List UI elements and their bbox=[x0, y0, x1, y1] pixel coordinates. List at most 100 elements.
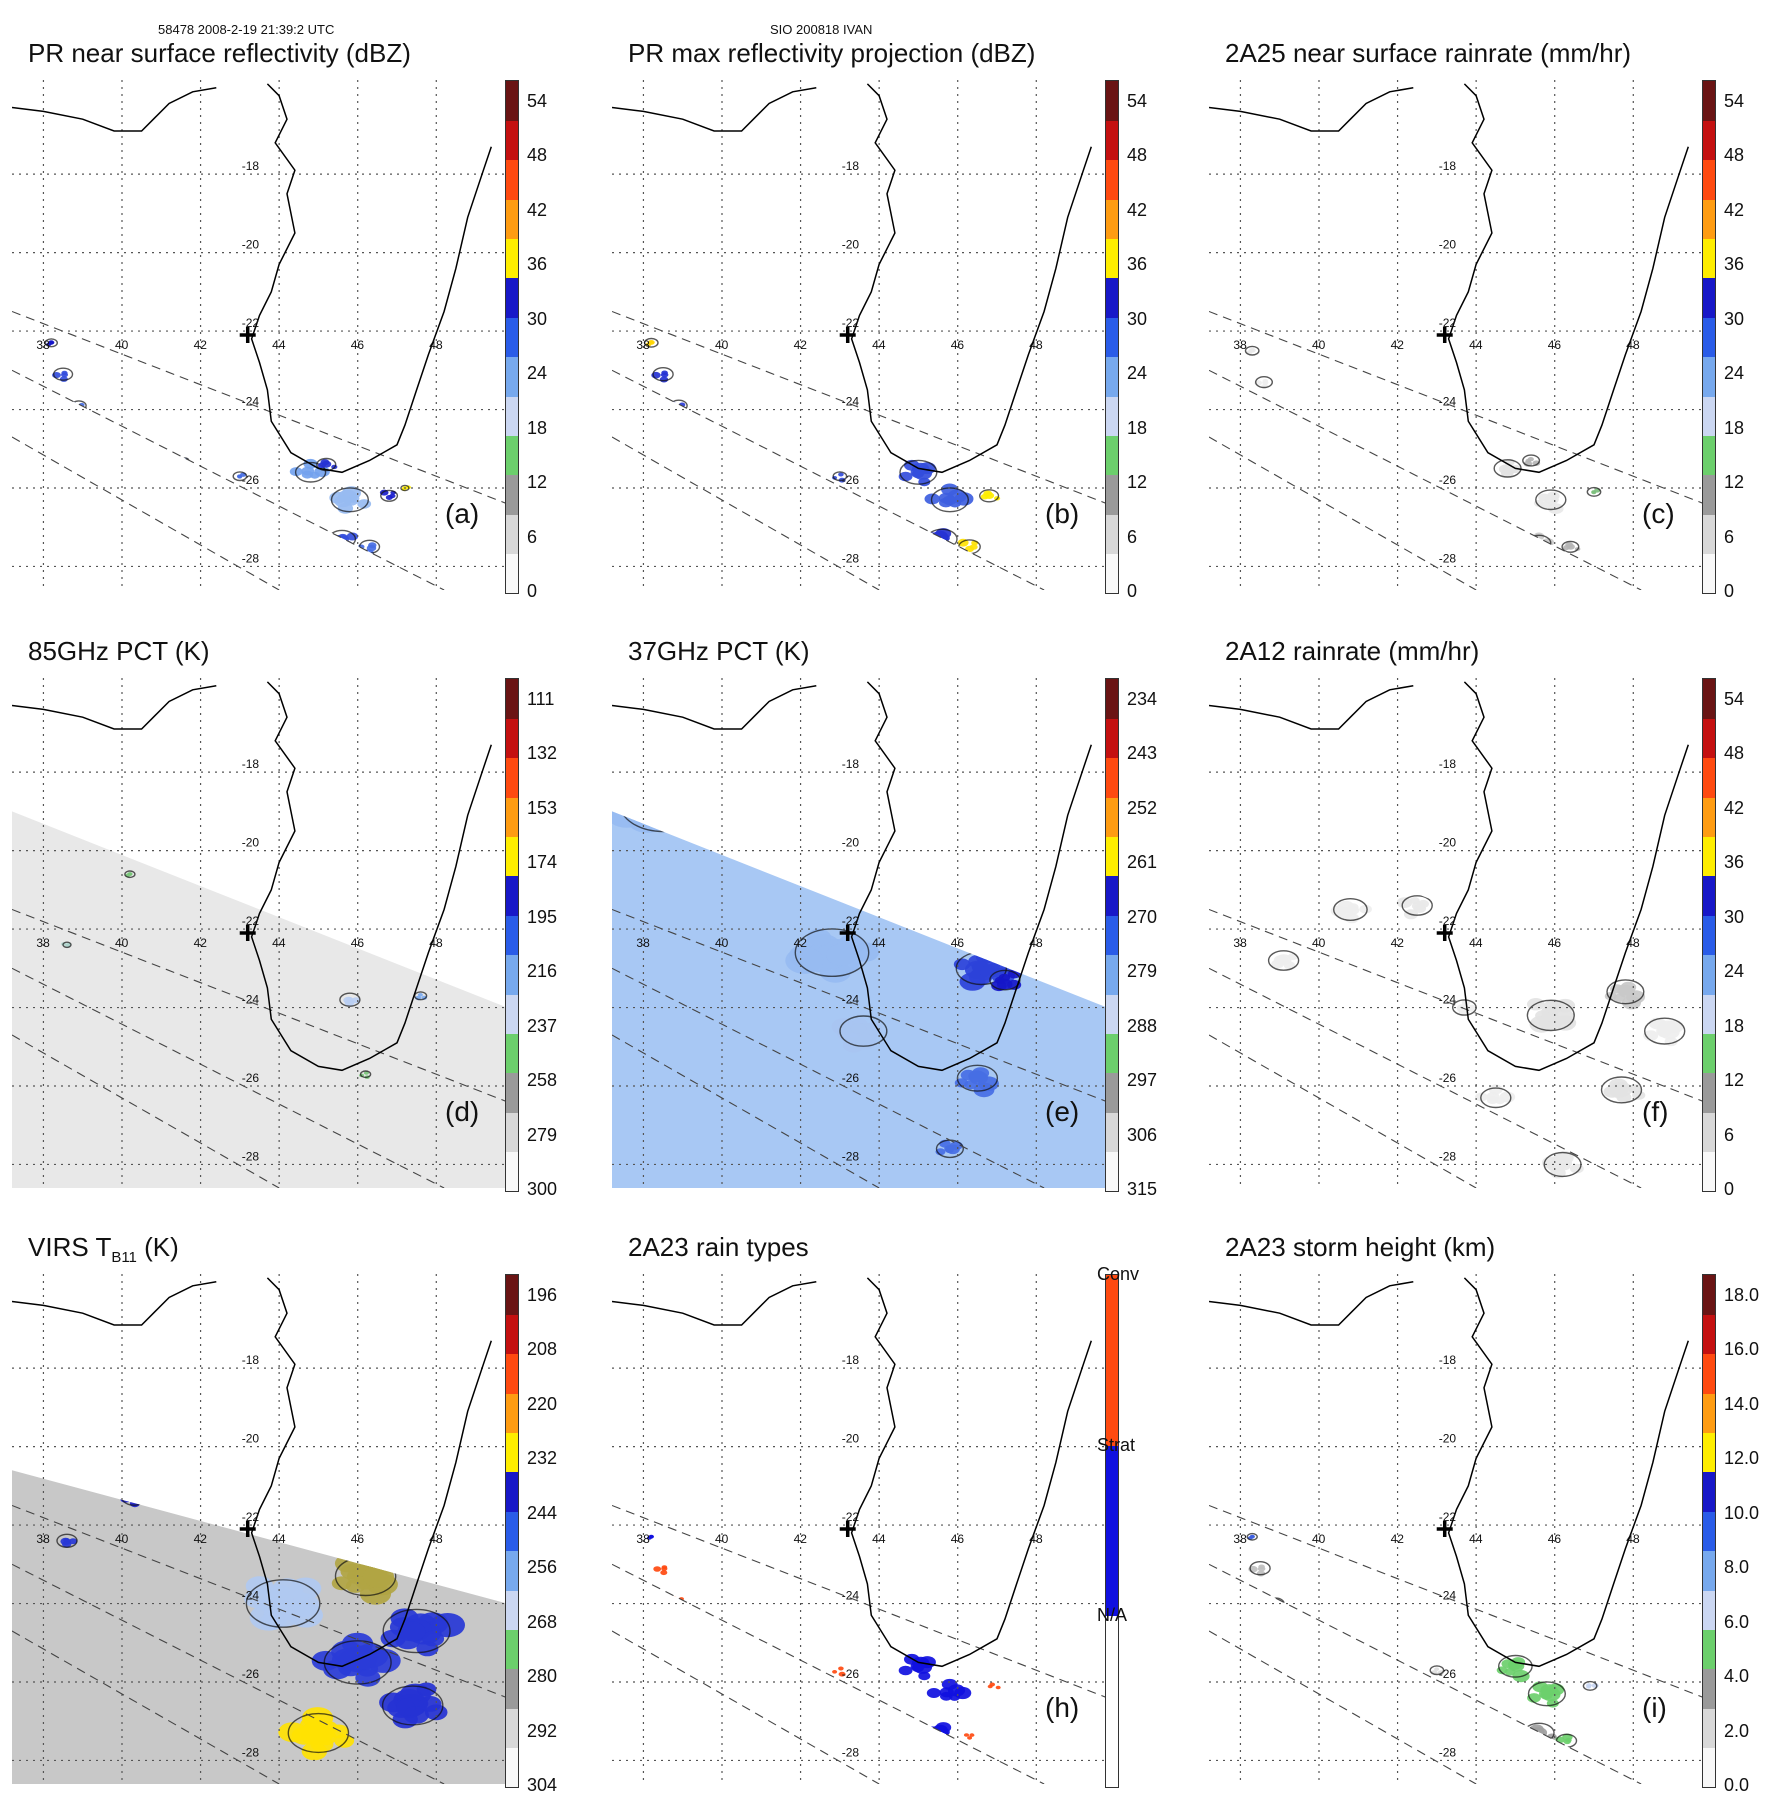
storm-center-marker bbox=[239, 327, 256, 343]
madagascar-coastline bbox=[250, 681, 493, 1072]
lon-tick-label: 42 bbox=[794, 1532, 808, 1546]
colorbar-tick-label: 6.0 bbox=[1724, 1611, 1750, 1632]
colorbar-tick-label: 0 bbox=[1724, 1179, 1735, 1199]
colorbar-segment bbox=[1106, 277, 1118, 318]
lon-tick-label: 38 bbox=[36, 338, 50, 352]
rain-cell bbox=[131, 1493, 140, 1499]
colorbar-tick-label: 268 bbox=[527, 1611, 558, 1632]
lat-tick-label: -20 bbox=[842, 1432, 860, 1446]
colorbar-segment bbox=[1106, 757, 1118, 798]
rain-cell bbox=[278, 1722, 307, 1742]
africa-coastline bbox=[1209, 685, 1414, 730]
colorbar-tick-label: 0.0 bbox=[1724, 1775, 1750, 1795]
rain-cell bbox=[1258, 1564, 1265, 1570]
swath-edge bbox=[1209, 1630, 1477, 1784]
storm-center-marker bbox=[839, 327, 856, 343]
lat-tick-label: -24 bbox=[842, 993, 860, 1007]
lon-tick-label: 42 bbox=[1391, 936, 1405, 950]
panel-f: 2A12 rainrate (mm/hr) 38 40 42 44 46 48 -18 -20 -… bbox=[1197, 636, 1757, 1199]
colorbar-segment bbox=[506, 553, 518, 594]
swath-edge bbox=[12, 1034, 280, 1188]
rain-cell bbox=[1248, 347, 1256, 353]
rain-cell bbox=[1275, 407, 1281, 411]
madagascar-coastline bbox=[850, 83, 1093, 474]
colorbar-tick-label: 256 bbox=[527, 1557, 558, 1578]
swath-edge bbox=[1209, 967, 1642, 1188]
panel-label: (i) bbox=[1642, 1692, 1667, 1723]
swath-edge bbox=[12, 1504, 507, 1699]
colorbar-tick-label: 18 bbox=[1127, 417, 1148, 438]
lon-tick-label: 46 bbox=[351, 936, 365, 950]
panel-g: VIRS TB11 (K) 38 40 42 44 46 48 -18 -20 -22 -24 -26… bbox=[0, 1232, 560, 1795]
rain-cell bbox=[141, 452, 147, 457]
rain-cell bbox=[1287, 953, 1298, 961]
rain-cell bbox=[59, 423, 65, 428]
lon-tick-label: 46 bbox=[951, 936, 965, 950]
rain-cell bbox=[332, 1648, 364, 1671]
lat-tick-label: -22 bbox=[842, 914, 860, 928]
rain-cell bbox=[653, 1566, 662, 1572]
lat-tick-label: -26 bbox=[242, 1667, 260, 1681]
colorbar bbox=[505, 678, 519, 1192]
rain-contour bbox=[44, 338, 58, 348]
rain-contour bbox=[62, 941, 72, 949]
rain-cell bbox=[1343, 1645, 1349, 1649]
madagascar-coastline bbox=[250, 1277, 493, 1668]
lon-tick-label: 48 bbox=[1029, 338, 1043, 352]
colorbar-tick-label: 12 bbox=[1127, 472, 1148, 493]
colorbar-tick-label: 12 bbox=[1724, 472, 1745, 493]
colorbar-segment bbox=[1106, 199, 1118, 240]
panel-label: (c) bbox=[1642, 498, 1675, 529]
rain-cell bbox=[946, 1144, 960, 1155]
colorbar-segment bbox=[1703, 1708, 1715, 1749]
colorbar-segment bbox=[1703, 1275, 1715, 1315]
colorbar-tick-label: 30 bbox=[1127, 308, 1148, 329]
lat-tick-label: -22 bbox=[242, 914, 260, 928]
rain-cell bbox=[301, 1742, 328, 1761]
rain-cell bbox=[967, 1736, 973, 1740]
lon-tick-label: 38 bbox=[36, 1532, 50, 1546]
rain-cell bbox=[932, 1724, 948, 1736]
lat-tick-label: -20 bbox=[1439, 238, 1457, 252]
lat-tick-label: -20 bbox=[1439, 836, 1457, 850]
rain-cell bbox=[1262, 379, 1269, 383]
rain-cell bbox=[850, 1023, 867, 1034]
lat-lon-grid bbox=[1209, 678, 1704, 1188]
colorbar-segment bbox=[1106, 1445, 1118, 1617]
colorbar-segment bbox=[1703, 199, 1715, 240]
colorbar-segment bbox=[506, 1668, 518, 1709]
colorbar-segment bbox=[1106, 356, 1118, 397]
rain-cell bbox=[661, 1565, 668, 1569]
panel-e: 37GHz PCT (K) 38 40 42 44 46 48 -18 -20 -22 -24 -26… bbox=[600, 636, 1160, 1199]
colorbar-segment bbox=[1106, 238, 1118, 279]
rain-cell bbox=[104, 1470, 118, 1478]
swath-edge bbox=[612, 310, 1107, 505]
colorbar-tick-label: 30 bbox=[1724, 308, 1745, 329]
colorbar-segment bbox=[506, 435, 518, 476]
lat-tick-label: -24 bbox=[1439, 993, 1457, 1007]
rain-cell bbox=[355, 1669, 381, 1687]
colorbar bbox=[1702, 80, 1716, 594]
colorbar-segment bbox=[1703, 1314, 1715, 1355]
rain-contour bbox=[52, 367, 74, 381]
rain-cell bbox=[742, 450, 748, 454]
lon-tick-label: 40 bbox=[1312, 1532, 1326, 1546]
rain-cell bbox=[1628, 1084, 1642, 1094]
lat-lon-grid bbox=[12, 80, 507, 590]
lat-lon-grid bbox=[1209, 80, 1704, 590]
rain-cell bbox=[959, 972, 986, 991]
colorbar-segment bbox=[1703, 1393, 1715, 1434]
rain-cell bbox=[340, 540, 353, 550]
rain-contour bbox=[653, 421, 665, 430]
rain-cell bbox=[1249, 1534, 1255, 1539]
rain-cell bbox=[931, 1735, 945, 1745]
rain-contour bbox=[1244, 345, 1260, 356]
rain-cell bbox=[746, 452, 752, 457]
colorbar-tick-label: 42 bbox=[527, 199, 548, 220]
rain-field bbox=[44, 338, 411, 557]
rain-cell bbox=[237, 475, 243, 479]
lat-tick-label: -24 bbox=[242, 1589, 260, 1603]
swath-edge bbox=[612, 1504, 1107, 1699]
rain-cell bbox=[80, 1470, 102, 1476]
colorbar-segment bbox=[1106, 1033, 1118, 1074]
